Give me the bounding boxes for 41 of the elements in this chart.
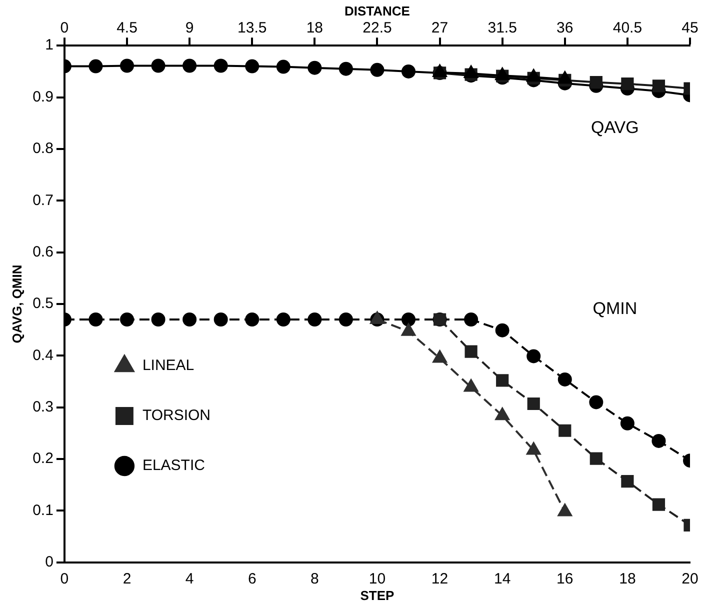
y-tick-label: 0 xyxy=(45,554,54,571)
x-tick-label: 6 xyxy=(248,570,256,588)
x2-tick-label: 13.5 xyxy=(238,20,267,37)
x2-axis-title: DISTANCE xyxy=(344,3,410,18)
legend-label: ELASTIC xyxy=(142,457,206,474)
legend-label: TORSION xyxy=(142,407,211,424)
x-tick-label: 8 xyxy=(310,570,319,588)
annotation: QAVG xyxy=(590,118,639,137)
x-tick-label: 0 xyxy=(60,570,69,588)
y-tick-label: 0.1 xyxy=(32,502,54,519)
x-tick-label: 14 xyxy=(494,570,511,588)
x2-tick-label: 9 xyxy=(185,20,194,37)
x-tick-label: 18 xyxy=(619,570,636,588)
x-tick-label: 16 xyxy=(556,570,574,588)
y-tick-label: 0.7 xyxy=(32,192,54,209)
x-tick-label: 20 xyxy=(682,570,698,588)
x-axis-title: STEP xyxy=(360,588,395,603)
y-tick-label: 0.2 xyxy=(32,450,54,468)
annotation: QMIN xyxy=(592,298,638,318)
y-tick-label: 0.6 xyxy=(32,243,54,260)
x2-tick-label: 0 xyxy=(60,20,69,37)
legend-label: LINEAL xyxy=(142,357,194,374)
x-tick-label: 2 xyxy=(122,570,132,588)
y-tick-label: 0.8 xyxy=(32,140,54,158)
x2-tick-label: 40.5 xyxy=(612,20,642,37)
y-axis-title: QAVG, QMIN xyxy=(9,264,24,344)
y-tick-label: 1 xyxy=(45,36,54,54)
x2-tick-label: 18 xyxy=(306,20,324,37)
x2-tick-label: 4.5 xyxy=(116,20,138,37)
x2-tick-label: 36 xyxy=(556,20,574,37)
x-tick-label: 4 xyxy=(185,570,194,588)
y-tick-label: 0.9 xyxy=(32,88,54,106)
x-tick-label: 12 xyxy=(431,570,448,588)
x2-tick-label: 31.5 xyxy=(488,20,517,37)
y-tick-label: 0.4 xyxy=(32,346,54,364)
x-tick-label: 10 xyxy=(368,570,386,588)
x2-tick-label: 27 xyxy=(431,20,448,37)
y-tick-label: 0.5 xyxy=(32,295,54,312)
x2-tick-label: 45 xyxy=(682,20,698,37)
y-tick-label: 0.3 xyxy=(32,398,54,416)
x2-tick-label: 22.5 xyxy=(362,20,392,37)
